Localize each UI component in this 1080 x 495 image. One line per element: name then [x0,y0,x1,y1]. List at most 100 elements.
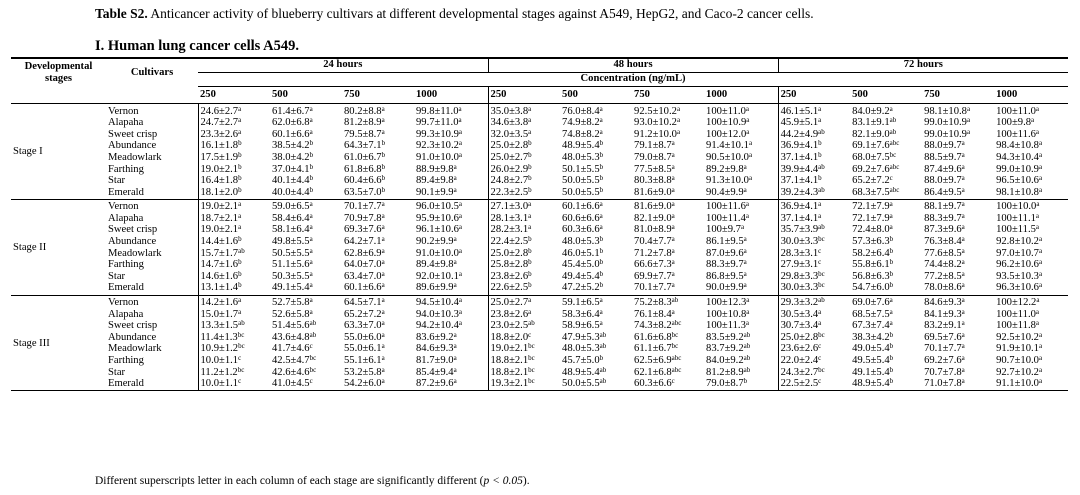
table-row: Alapaha 15.0±1.7a 52.6±5.8a 65.2±7.2a 94.0±1… [11,307,1068,321]
value-cell: 92.7±10.2a [996,365,1043,378]
value-cell: 70.1±7.7a [632,282,705,296]
value-cell: 94.3±10.4a [996,150,1043,163]
value-cell: 49.0±5.4b [852,342,894,355]
value-cell: 37.1±4.1b [777,175,851,188]
value-cell: 100±11.4a [706,211,749,224]
value-cell: 35.7±3.9ab [777,224,851,237]
dose-header: 250 [487,86,561,104]
value-cell: 11.4±1.3bc [197,331,270,344]
value-cell: 92.0±10.1a [416,269,463,282]
table-row: Alapaha 24.7±2.7a 62.0±6.8a 81.2±8.9a 99.7±1… [11,116,1068,130]
value-cell: 86.8±9.5a [706,269,747,282]
value-cell: 50.1±5.5b [562,162,604,175]
table-row: Meadowlark 10.9±1.2bc 41.7±4.6c 55.0±6.1a 84… [11,342,1068,356]
header-time-48: 48 hours [487,57,779,73]
value-cell: 76.0±8.4a [562,104,603,117]
table-row: Stage I Vernon 24.6±2.7a 61.4±6.7a 80.2±8.8a… [11,103,1068,200]
value-cell: 30.0±3.3bc [777,236,851,249]
value-cell: 48.9±5.4ab [562,365,607,378]
value-cell: 64.5±7.1a [344,296,385,309]
value-cell: 88.3±9.7a [924,211,965,224]
value-cell: 40.1±4.4b [272,174,314,187]
cultivar-name: Meadowlark [108,343,162,355]
value-cell: 19.0±2.1a [197,199,270,214]
value-cell: 22.6±2.5b [487,282,561,296]
value-cell: 88.9±9.8a [416,162,457,175]
value-cell: 90.5±10.0a [706,150,753,163]
value-cell: 15.0±1.7a [197,308,270,321]
value-cell: 48.0±5.3b [562,235,604,248]
table-row: Sweet crisp 23.3±2.6a 60.1±6.6a 79.5±8.7a 99… [11,127,1068,141]
value-cell: 46.0±5.1b [562,246,604,259]
value-cell: 22.0±2.4c [777,355,851,368]
value-cell: 15.7±1.7ab [197,247,270,260]
value-cell: 87.0±9.6a [706,246,747,259]
value-cell: 49.1±5.4a [270,282,342,296]
table-row: Abundance 11.4±1.3bc 43.6±4.8ab 55.0±6.0a 83… [11,331,1068,344]
table-row: Abundance 14.4±1.6b 49.8±5.5a 64.2±7.1a 90.2… [11,235,1068,249]
value-cell: 23.3±2.6a [197,128,270,141]
value-cell: 69.2±7.6abc [852,162,900,175]
table-row: Farthing 14.7±1.6b 51.1±5.6a 64.0±7.0a 89.4±… [11,258,1068,272]
cultivar-name: Meadowlark [108,151,162,163]
value-cell: 88.3±9.7a [706,258,747,271]
cultivar-name: Emerald [106,378,198,392]
value-cell: 72.4±8.0a [852,223,893,236]
value-cell: 93.0±10.2a [634,116,681,129]
value-cell: 100±11.0a [996,307,1040,320]
value-cell: 14.4±1.6b [197,236,270,249]
value-cell: 13.3±1.5ab [197,320,270,333]
cultivar-name: Alapaha [108,212,144,224]
value-cell: 24.7±2.7a [197,117,270,130]
table-row: Farthing 19.0±2.1b 37.0±4.1b 61.8±6.8b 88.9±… [11,162,1068,176]
value-cell: 77.6±8.5a [924,246,965,259]
cultivar-name: Sweet crisp [108,224,158,236]
cultivar-name: Farthing [108,163,144,175]
value-cell: 90.2±9.9a [416,235,457,248]
value-cell: 99.0±10.9a [996,162,1043,175]
dose-header: 500 [560,86,633,104]
value-cell: 74.4±8.2a [924,258,965,271]
value-cell: 25.0±2.7a [487,295,561,310]
value-cell: 27.9±3.1c [777,259,851,272]
table-body: Stage I Vernon 24.6±2.7a 61.4±6.7a 80.2±8.8a… [11,103,1069,392]
value-cell: 36.9±4.1a [777,199,851,214]
value-cell: 76.1±8.4a [634,307,675,320]
value-cell: 57.3±6.3b [852,235,894,248]
value-cell: 35.0±3.8a [487,103,561,118]
value-cell: 63.5±7.0b [342,186,414,200]
cultivar-name: Vernon [108,297,139,309]
stage-label: Stage III [11,295,106,392]
value-cell: 25.0±2.8bc [777,331,851,344]
value-cell: 18.8±2.1bc [487,355,561,368]
value-cell: 56.8±6.3b [852,269,894,282]
value-cell: 30.7±3.4a [777,320,851,333]
value-cell: 19.0±2.1a [197,224,270,237]
value-cell: 98.4±10.8a [996,139,1043,152]
value-cell: 79.5±8.7a [344,127,385,140]
value-cell: 63.4±7.0a [344,269,385,282]
value-cell: 48.9±5.4b [562,139,604,152]
value-cell: 89.6±9.9a [414,282,489,296]
value-cell: 42.5±4.7bc [272,354,317,367]
value-cell: 87.2±9.6a [414,378,489,392]
value-cell: 81.0±8.9a [634,223,675,236]
value-cell: 59.0±6.5a [272,200,313,213]
value-cell: 25.0±2.8b [487,140,561,153]
value-cell: 77.2±8.5a [924,269,965,282]
value-cell: 27.1±3.0a [487,199,561,214]
value-cell: 75.2±8.3ab [634,296,679,309]
value-cell: 88.5±9.7a [924,150,965,163]
table-row: Emerald 10.0±1.1c 41.0±4.5c 54.2±6.0a 87.2±9… [11,378,1069,392]
value-cell: 88.1±9.7a [924,200,965,213]
value-cell: 60.3±6.6a [562,223,603,236]
table-label: Table S2. [95,6,148,21]
dose-header: 250 [777,86,851,104]
value-cell: 84.6±9.3a [416,342,457,355]
value-cell: 84.0±9.2ab [706,354,751,367]
dose-header: 1000 [414,86,489,104]
value-cell: 65.2±7.2c [852,174,893,187]
value-cell: 85.4±9.4a [416,365,457,378]
value-cell: 39.9±4.4ab [777,163,851,176]
value-cell: 10.9±1.2bc [197,343,270,356]
